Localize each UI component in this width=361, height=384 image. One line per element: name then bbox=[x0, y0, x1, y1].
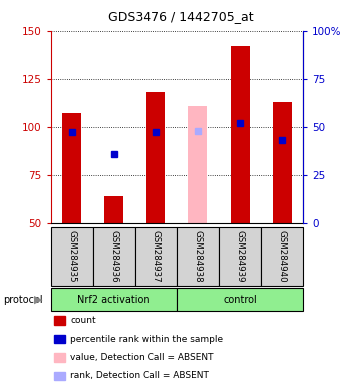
Bar bbox=[93, 227, 135, 286]
Text: Nrf2 activation: Nrf2 activation bbox=[77, 295, 150, 305]
Bar bbox=[177, 288, 303, 311]
Bar bbox=[273, 102, 292, 223]
Bar bbox=[177, 227, 219, 286]
Bar bbox=[135, 227, 177, 286]
Text: GSM284936: GSM284936 bbox=[109, 230, 118, 283]
Bar bbox=[62, 113, 81, 223]
Text: GDS3476 / 1442705_at: GDS3476 / 1442705_at bbox=[108, 10, 253, 23]
Bar bbox=[231, 46, 249, 223]
Text: GSM284935: GSM284935 bbox=[67, 230, 76, 283]
Text: value, Detection Call = ABSENT: value, Detection Call = ABSENT bbox=[70, 353, 214, 362]
Text: protocol: protocol bbox=[4, 295, 43, 305]
Bar bbox=[51, 227, 93, 286]
Text: GSM284940: GSM284940 bbox=[278, 230, 287, 283]
Bar bbox=[146, 92, 165, 223]
Text: rank, Detection Call = ABSENT: rank, Detection Call = ABSENT bbox=[70, 371, 209, 381]
Text: ▶: ▶ bbox=[34, 295, 42, 305]
Text: count: count bbox=[70, 316, 96, 325]
Text: GSM284939: GSM284939 bbox=[236, 230, 244, 283]
Text: percentile rank within the sample: percentile rank within the sample bbox=[70, 334, 223, 344]
Bar bbox=[51, 288, 177, 311]
Bar bbox=[261, 227, 303, 286]
Bar bbox=[188, 106, 208, 223]
Text: GSM284937: GSM284937 bbox=[151, 230, 160, 283]
Bar bbox=[219, 227, 261, 286]
Text: GSM284938: GSM284938 bbox=[193, 230, 203, 283]
Text: control: control bbox=[223, 295, 257, 305]
Bar bbox=[104, 196, 123, 223]
